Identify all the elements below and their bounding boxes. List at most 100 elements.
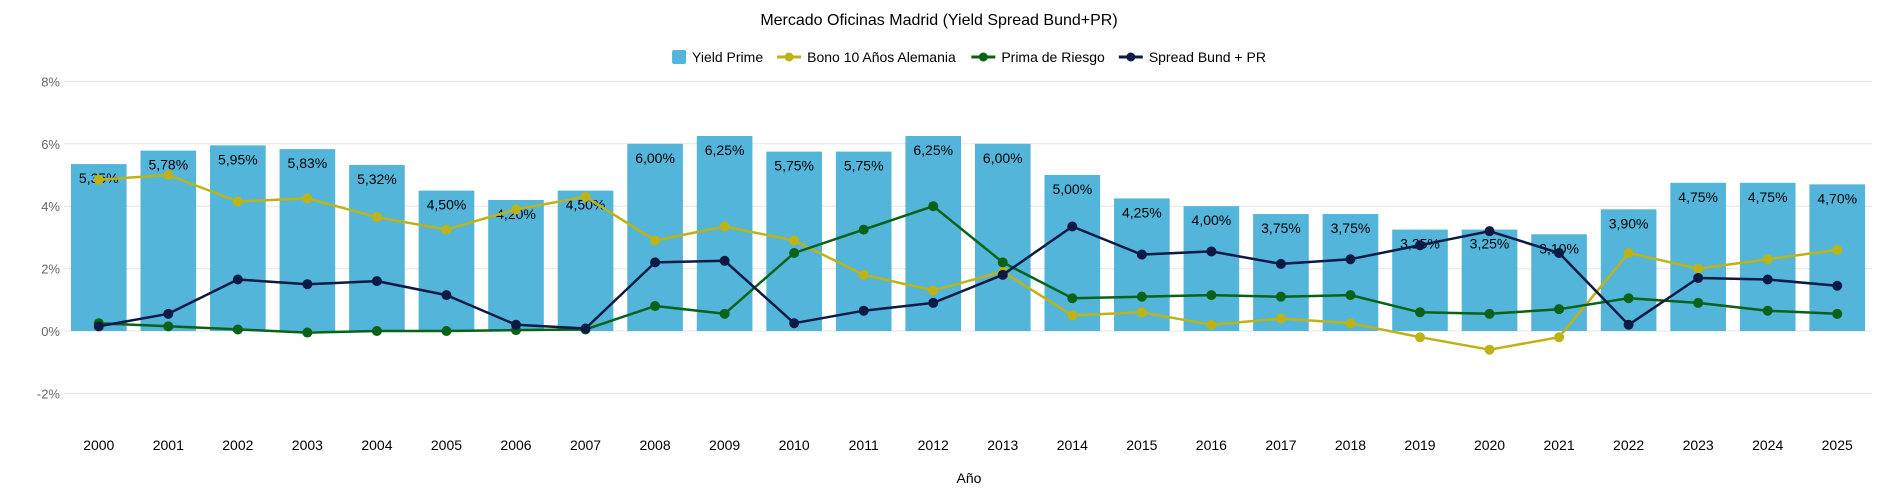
data-point-bono-10-anos-alemania[interactable] [232, 196, 243, 207]
data-point-prima-de-riesgo[interactable] [928, 201, 939, 212]
data-point-prima-de-riesgo[interactable] [1275, 291, 1286, 302]
data-point-bono-10-anos-alemania[interactable] [163, 170, 174, 180]
data-point-spread-bund-pr[interactable] [371, 276, 382, 287]
data-point-spread-bund-pr[interactable] [997, 269, 1008, 280]
data-point-bono-10-anos-alemania[interactable] [1623, 248, 1634, 258]
data-point-spread-bund-pr[interactable] [650, 257, 661, 268]
data-point-spread-bund-pr[interactable] [1832, 280, 1843, 291]
data-point-spread-bund-pr[interactable] [441, 290, 452, 301]
data-point-prima-de-riesgo[interactable] [719, 308, 730, 319]
bar-yield-prime[interactable] [1809, 184, 1866, 331]
legend-item-yield-prime[interactable]: Yield Prime [672, 49, 763, 65]
bar-yield-prime[interactable] [1253, 214, 1309, 331]
bar-yield-prime[interactable] [210, 145, 266, 331]
data-point-bono-10-anos-alemania[interactable] [1554, 332, 1565, 343]
data-point-bono-10-anos-alemania[interactable] [1415, 332, 1425, 343]
data-point-prima-de-riesgo[interactable] [1623, 293, 1634, 304]
bar-yield-prime[interactable] [1600, 209, 1657, 331]
legend[interactable]: Yield Prime Bono 10 Años Alemania Prima de… [672, 49, 1266, 65]
data-point-prima-de-riesgo[interactable] [1345, 290, 1356, 301]
data-point-bono-10-anos-alemania[interactable] [1136, 307, 1147, 318]
x-tick-label: 2018 [1335, 437, 1366, 453]
data-point-spread-bund-pr[interactable] [1136, 249, 1147, 260]
data-point-bono-10-anos-alemania[interactable] [1067, 310, 1078, 321]
bar-yield-prime[interactable] [835, 151, 892, 331]
data-point-spread-bund-pr[interactable] [1415, 240, 1425, 251]
bar-yield-prime[interactable] [70, 164, 127, 331]
data-point-bono-10-anos-alemania[interactable] [858, 269, 869, 280]
data-point-prima-de-riesgo[interactable] [789, 248, 800, 258]
data-point-bono-10-anos-alemania[interactable] [93, 174, 104, 185]
bar-yield-prime[interactable] [1322, 214, 1379, 331]
data-point-prima-de-riesgo[interactable] [1415, 307, 1425, 318]
bar-yield-prime[interactable] [140, 150, 197, 331]
data-point-bono-10-anos-alemania[interactable] [1832, 244, 1843, 255]
data-point-spread-bund-pr[interactable] [1623, 319, 1634, 330]
data-point-prima-de-riesgo[interactable] [163, 321, 174, 332]
data-point-bono-10-anos-alemania[interactable] [928, 285, 939, 296]
data-point-spread-bund-pr[interactable] [163, 308, 174, 319]
bar-yield-prime[interactable] [974, 143, 1031, 331]
data-point-bono-10-anos-alemania[interactable] [719, 221, 730, 232]
data-point-spread-bund-pr[interactable] [789, 318, 800, 329]
data-point-spread-bund-pr[interactable] [928, 297, 939, 308]
data-point-spread-bund-pr[interactable] [93, 321, 104, 332]
data-point-bono-10-anos-alemania[interactable] [371, 212, 382, 223]
bar-yield-prime[interactable] [279, 149, 336, 331]
legend-label: Yield Prime [692, 49, 763, 65]
bar-yield-prime[interactable] [1044, 175, 1101, 331]
data-point-prima-de-riesgo[interactable] [1484, 308, 1495, 319]
data-point-bono-10-anos-alemania[interactable] [1206, 319, 1217, 330]
bar-yield-prime[interactable] [1183, 206, 1240, 331]
bar-yield-prime[interactable] [418, 190, 475, 331]
data-point-prima-de-riesgo[interactable] [1832, 308, 1843, 319]
data-point-prima-de-riesgo[interactable] [1693, 297, 1704, 308]
data-point-spread-bund-pr[interactable] [580, 323, 591, 334]
data-point-bono-10-anos-alemania[interactable] [1693, 263, 1704, 274]
data-point-prima-de-riesgo[interactable] [997, 257, 1008, 268]
data-point-bono-10-anos-alemania[interactable] [580, 191, 591, 202]
x-tick-label: 2019 [1404, 437, 1435, 453]
bar-yield-prime[interactable] [349, 165, 405, 331]
data-point-spread-bund-pr[interactable] [1554, 248, 1565, 258]
data-point-prima-de-riesgo[interactable] [650, 301, 661, 312]
data-point-prima-de-riesgo[interactable] [1067, 293, 1078, 304]
data-point-prima-de-riesgo[interactable] [1136, 291, 1147, 302]
data-point-prima-de-riesgo[interactable] [371, 326, 382, 336]
data-point-spread-bund-pr[interactable] [1762, 274, 1773, 285]
data-point-spread-bund-pr[interactable] [719, 255, 730, 266]
data-point-prima-de-riesgo[interactable] [858, 224, 869, 235]
bar-yield-prime[interactable] [488, 199, 544, 331]
data-point-spread-bund-pr[interactable] [1067, 221, 1078, 232]
data-point-bono-10-anos-alemania[interactable] [789, 235, 800, 246]
bar-yield-prime[interactable] [1670, 182, 1726, 331]
data-point-spread-bund-pr[interactable] [1693, 272, 1704, 283]
data-point-bono-10-anos-alemania[interactable] [1275, 313, 1286, 324]
data-point-spread-bund-pr[interactable] [302, 279, 313, 290]
data-point-spread-bund-pr[interactable] [1275, 258, 1286, 269]
data-point-bono-10-anos-alemania[interactable] [511, 204, 521, 215]
data-point-spread-bund-pr[interactable] [1484, 226, 1495, 237]
data-point-bono-10-anos-alemania[interactable] [650, 235, 661, 246]
data-point-prima-de-riesgo[interactable] [1206, 290, 1217, 301]
data-point-bono-10-anos-alemania[interactable] [302, 193, 313, 204]
legend-item-bono-10-anos-alemania[interactable]: Bono 10 Años Alemania [777, 49, 956, 65]
data-point-spread-bund-pr[interactable] [1206, 246, 1217, 257]
data-point-bono-10-anos-alemania[interactable] [1484, 344, 1495, 355]
data-point-bono-10-anos-alemania[interactable] [441, 224, 452, 235]
data-point-prima-de-riesgo[interactable] [232, 324, 243, 335]
data-point-bono-10-anos-alemania[interactable] [1345, 318, 1356, 329]
data-point-prima-de-riesgo[interactable] [302, 327, 313, 338]
legend-item-spread-bund-pr[interactable]: Spread Bund + PR [1118, 49, 1266, 65]
data-point-spread-bund-pr[interactable] [1345, 254, 1356, 265]
bar-yield-prime[interactable] [696, 136, 753, 331]
data-point-spread-bund-pr[interactable] [858, 305, 869, 316]
data-point-bono-10-anos-alemania[interactable] [1762, 254, 1773, 265]
bar-yield-prime[interactable] [557, 190, 614, 331]
data-point-prima-de-riesgo[interactable] [1762, 305, 1773, 316]
data-point-prima-de-riesgo[interactable] [441, 326, 452, 336]
data-point-spread-bund-pr[interactable] [511, 319, 521, 330]
data-point-spread-bund-pr[interactable] [232, 274, 243, 285]
data-point-prima-de-riesgo[interactable] [1554, 304, 1565, 315]
legend-item-prima-de-riesgo[interactable]: Prima de Riesgo [971, 49, 1105, 65]
